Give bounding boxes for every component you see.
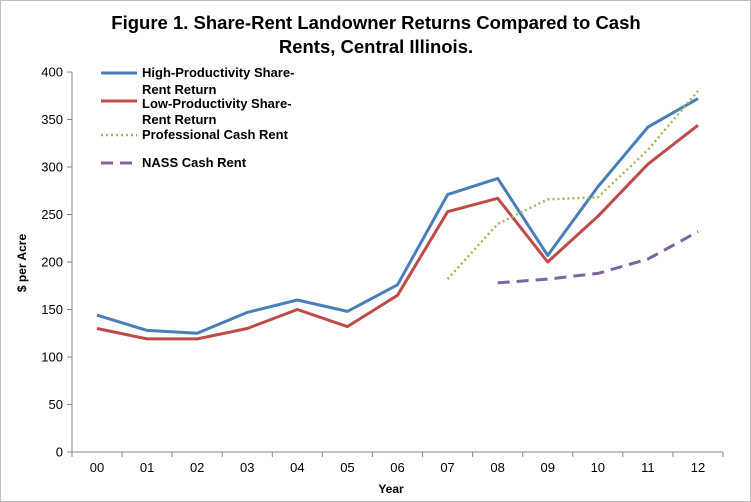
x-tick-label: 00 <box>90 460 104 475</box>
legend-label: High-Productivity Share- <box>142 65 294 80</box>
x-tick-label: 05 <box>340 460 354 475</box>
y-tick-label: 150 <box>41 302 63 317</box>
axes: 0 50 100 150 200 250 300 350 400 00 01 02 03 04 05 06 07… <box>41 65 724 475</box>
x-tick-label: 12 <box>691 460 705 475</box>
series-line-3 <box>497 230 699 285</box>
y-tick-label: 400 <box>41 65 63 80</box>
y-tick-label: 100 <box>41 350 63 365</box>
chart-title: Figure 1. Share-Rent Landowner Returns C… <box>61 11 691 59</box>
series-line-0 <box>96 97 699 335</box>
legend-label: Rent Return <box>142 112 216 127</box>
x-tick-label: 08 <box>490 460 504 475</box>
y-tick-label: 300 <box>41 160 63 175</box>
legend-label: Rent Return <box>142 82 216 97</box>
series-line-2 <box>446 90 699 280</box>
x-axis-label: Year <box>378 482 404 496</box>
y-tick-label: 350 <box>41 112 63 127</box>
x-tick-label: 06 <box>390 460 404 475</box>
y-tick-label: 50 <box>49 397 63 412</box>
legend-label: NASS Cash Rent <box>142 155 247 170</box>
x-tick-label: 10 <box>591 460 605 475</box>
x-tick-label: 09 <box>540 460 554 475</box>
legend-label: Low-Productivity Share- <box>142 96 292 111</box>
series-line-1 <box>96 124 699 341</box>
x-tick-label: 07 <box>440 460 454 475</box>
chart-title-line-1: Figure 1. Share-Rent Landowner Returns C… <box>111 12 641 33</box>
x-tick-label: 11 <box>641 460 655 475</box>
y-tick-label: 200 <box>41 255 63 270</box>
x-tick-label: 02 <box>190 460 204 475</box>
x-tick-label: 03 <box>240 460 254 475</box>
x-tick-label: 01 <box>140 460 154 475</box>
y-tick-label: 0 <box>56 445 63 460</box>
legend-label: Professional Cash Rent <box>142 127 289 142</box>
series-lines <box>96 90 699 341</box>
chart-title-line-2: Rents, Central Illinois. <box>278 36 474 57</box>
x-tick-label: 04 <box>290 460 304 475</box>
legend: High-Productivity Share- Rent ReturnLow-P… <box>101 65 294 170</box>
y-tick-label: 250 <box>41 207 63 222</box>
